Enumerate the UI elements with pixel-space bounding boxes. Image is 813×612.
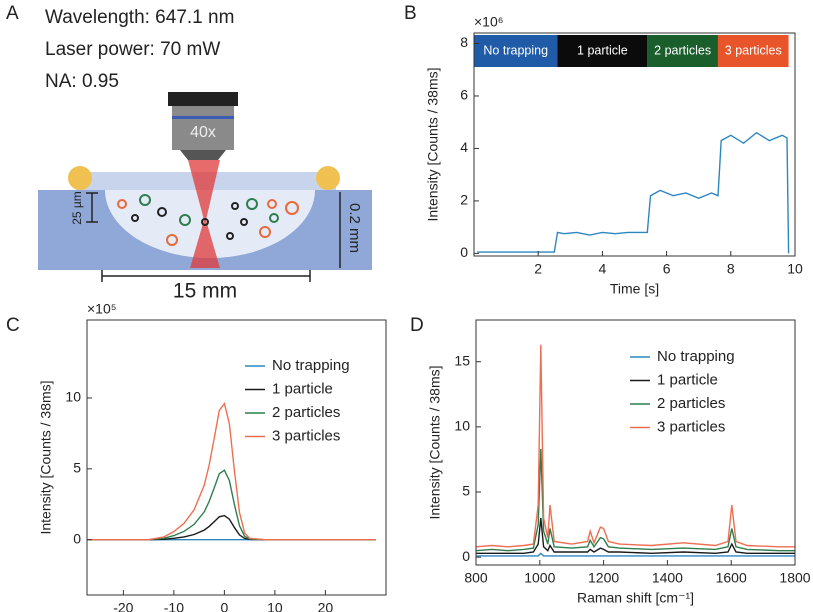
state-band-label: No trapping [483,43,548,57]
legend-label: 2 particles [272,404,340,421]
plot-area [476,344,795,557]
y-tick-label: 5 [73,460,81,476]
state-band [557,35,648,67]
y-tick-label: 0 [73,530,81,546]
x-tick-label: 1200 [588,570,619,586]
y-tick-label: 6 [460,87,468,103]
axes-frame [86,319,387,596]
y-tick-label: 10 [65,389,81,405]
y-tick-label: 8 [460,34,468,50]
setup-line: Laser power: 70 mW [45,39,220,60]
y-tick-label: 5 [462,483,470,499]
y-multiplier: ×10⁶ [474,14,504,30]
x-tick-label: -10 [164,600,184,612]
depth-label: 25 µm [70,191,84,225]
objective [168,92,238,160]
legend-label: No trapping [657,348,735,365]
y-tick-label: 15 [454,352,470,368]
x-tick-label: 1400 [652,570,683,586]
y-tick-label: 10 [454,418,470,434]
width-label: 15 mm [173,280,237,303]
panel-label: A [6,3,19,24]
dimension-lines [86,192,341,282]
data-line [476,552,795,557]
x-tick-label: 4 [599,261,607,277]
x-tick-label: 1000 [524,570,555,586]
legend-label: 3 particles [272,427,340,444]
y-axis-label: Intensity [Counts / 38ms] [38,380,54,534]
legend-label: No trapping [272,357,350,374]
panel-label: B [404,3,417,24]
x-tick-label: 2 [534,261,542,277]
x-tick-label: 20 [318,600,334,612]
y-tick-label: 2 [460,192,468,208]
x-tick-label: 1800 [779,570,810,586]
y-axis-label: Intensity [Counts / 38ms] [427,365,443,519]
x-tick-label: 10 [787,261,803,277]
axes-frame [475,319,796,566]
plot-area [477,131,790,254]
data-line [476,518,795,555]
x-tick-label: 800 [464,570,488,586]
x-tick-label: 6 [663,261,671,277]
particles [117,194,299,246]
y-multiplier: ×10⁵ [87,301,117,317]
glue [316,166,340,190]
setup-line: Wavelength: 647.1 nm [45,7,234,28]
legend-label: 2 particles [657,395,725,412]
y-axis-label: Intensity [Counts / 38ms] [425,67,441,221]
data-line [87,401,376,541]
x-axis-label: Raman shift [cm⁻¹] [577,590,694,606]
plot-area [87,401,376,541]
data-line [476,448,795,552]
legend-label: 1 particle [272,380,333,397]
x-tick-label: 8 [727,261,735,277]
y-tick-label: 4 [460,139,468,155]
setup-line: NA: 0.95 [45,71,119,92]
y-tick-label: 0 [460,244,468,260]
state-band-label: 3 particles [725,43,782,57]
data-line [87,469,376,541]
legend-label: 1 particle [657,371,718,388]
data-line [476,344,795,548]
x-tick-label: 10 [267,600,283,612]
thickness-label: 0.2 mm [346,203,363,253]
x-tick-label: 1600 [716,570,747,586]
data-line [477,131,790,254]
x-axis-label: Time [s] [610,281,659,297]
objective-label: 40x [190,124,216,141]
panel-label: C [6,315,20,336]
axes-frame [473,32,796,257]
glue [68,166,92,190]
state-band-label: 1 particle [577,43,628,57]
state-band [717,35,789,67]
x-tick-label: -20 [113,600,133,612]
state-band [647,35,718,67]
y-tick-label: 0 [462,548,470,564]
state-band [474,35,558,67]
state-band-label: 2 particles [654,43,711,57]
laser-beam [188,160,220,268]
well [105,190,315,258]
data-line [87,514,376,541]
legend-label: 3 particles [657,418,725,435]
panel-label: D [410,315,424,336]
x-tick-label: 0 [220,600,228,612]
